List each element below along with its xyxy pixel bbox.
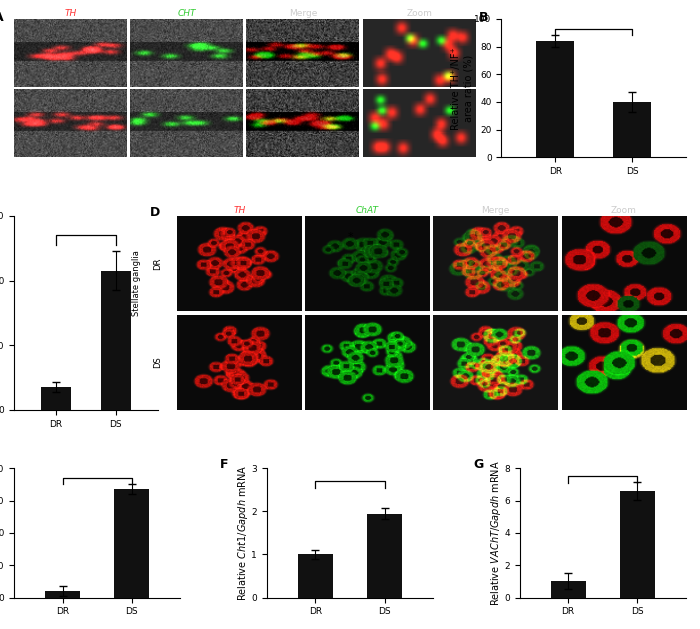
Bar bbox=[298, 554, 332, 598]
Text: D: D bbox=[150, 206, 160, 220]
Bar bbox=[41, 387, 71, 409]
Bar bbox=[536, 41, 575, 157]
Bar bbox=[115, 489, 149, 598]
Y-axis label: Relative $\it{VAChT/Gapdh}$ mRNA: Relative $\it{VAChT/Gapdh}$ mRNA bbox=[489, 460, 503, 606]
Bar bbox=[551, 581, 585, 598]
Title: Merge: Merge bbox=[482, 206, 510, 215]
Text: G: G bbox=[473, 458, 483, 471]
Y-axis label: DR: DR bbox=[153, 257, 162, 270]
Title: ChAT: ChAT bbox=[356, 206, 379, 215]
Bar bbox=[368, 513, 402, 598]
Text: *: * bbox=[347, 232, 353, 242]
Title: CHT: CHT bbox=[177, 9, 196, 18]
Title: Zoom: Zoom bbox=[406, 9, 432, 18]
Title: TH: TH bbox=[64, 9, 76, 18]
Bar bbox=[101, 271, 131, 409]
Text: Stellate ganglia: Stellate ganglia bbox=[132, 250, 141, 316]
Bar bbox=[620, 491, 655, 598]
Y-axis label: Relative TH⁺/NF⁺
area ratio (%): Relative TH⁺/NF⁺ area ratio (%) bbox=[452, 47, 473, 130]
Y-axis label: Relative $\it{Cht1/Gapdh}$ mRNA: Relative $\it{Cht1/Gapdh}$ mRNA bbox=[236, 465, 250, 601]
Bar bbox=[613, 102, 652, 157]
Text: B: B bbox=[480, 11, 489, 23]
Title: TH: TH bbox=[233, 206, 246, 215]
Title: Merge: Merge bbox=[288, 9, 317, 18]
Bar bbox=[46, 591, 80, 598]
Title: Zoom: Zoom bbox=[611, 206, 637, 215]
Text: F: F bbox=[220, 458, 229, 471]
Y-axis label: DS: DS bbox=[153, 357, 162, 368]
Text: A: A bbox=[0, 11, 4, 24]
